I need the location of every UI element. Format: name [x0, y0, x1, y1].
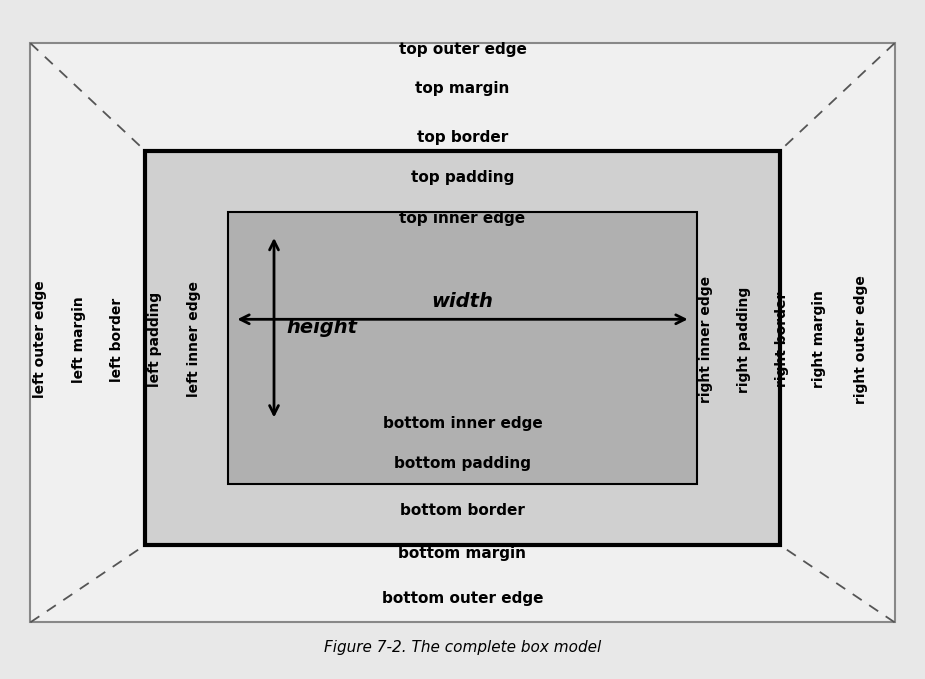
Text: top margin: top margin	[415, 81, 510, 96]
Text: bottom padding: bottom padding	[394, 456, 531, 471]
Text: left padding: left padding	[148, 292, 163, 387]
Text: bottom inner edge: bottom inner edge	[383, 416, 542, 431]
Text: right outer edge: right outer edge	[854, 275, 868, 404]
Text: Figure 7-2. The complete box model: Figure 7-2. The complete box model	[324, 640, 601, 655]
Text: bottom border: bottom border	[400, 503, 525, 518]
Text: left margin: left margin	[72, 296, 86, 383]
Text: top outer edge: top outer edge	[399, 42, 526, 58]
Text: right border: right border	[774, 292, 788, 387]
Text: bottom outer edge: bottom outer edge	[382, 591, 543, 606]
Text: right padding: right padding	[737, 287, 751, 392]
Text: top padding: top padding	[411, 170, 514, 185]
Bar	[228, 212, 697, 484]
Text: right margin: right margin	[812, 291, 826, 388]
Text: right inner edge: right inner edge	[699, 276, 713, 403]
Text: left outer edge: left outer edge	[32, 280, 46, 399]
Text: top border: top border	[417, 130, 508, 145]
Bar	[31, 43, 894, 623]
Text: left inner edge: left inner edge	[187, 282, 201, 397]
Text: top inner edge: top inner edge	[400, 210, 525, 226]
Text: left border: left border	[110, 297, 124, 382]
Bar	[145, 151, 780, 545]
Text: width: width	[432, 291, 493, 310]
Text: bottom margin: bottom margin	[399, 546, 526, 561]
Text: height: height	[286, 318, 357, 337]
